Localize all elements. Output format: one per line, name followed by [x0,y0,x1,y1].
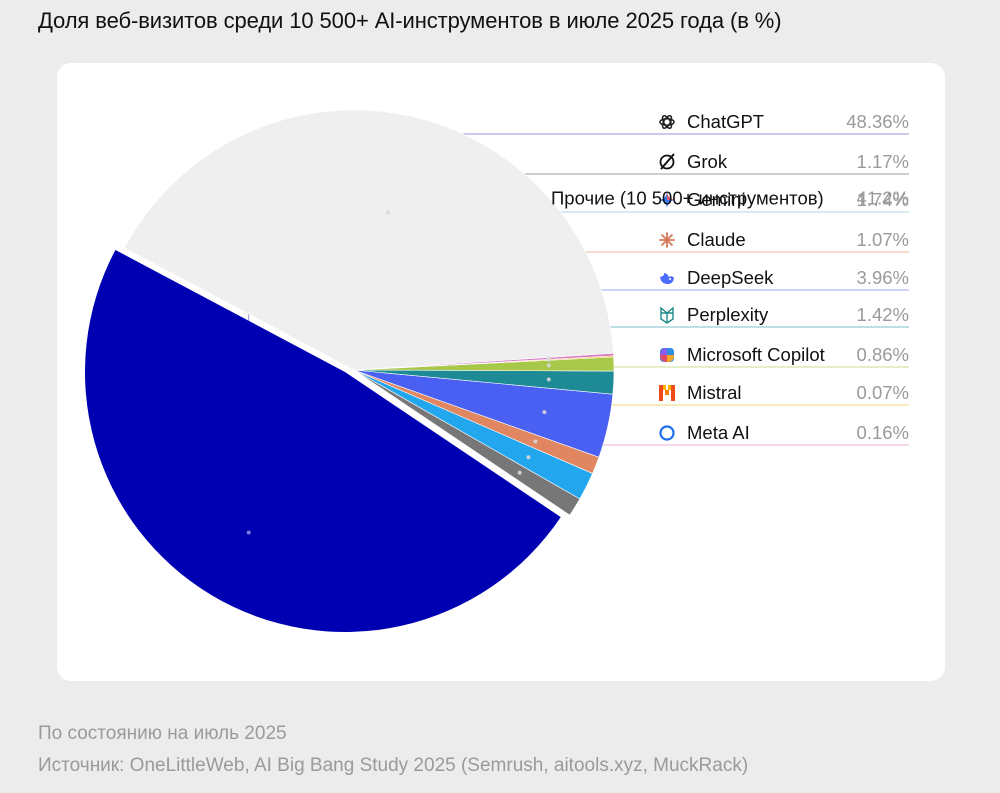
slice-value-10-500: 41.2% [857,187,909,208]
chart-card: ChatGPT 48.36% Grok 1.17% Gemini 1.74% Claude 1… [57,63,945,681]
slice-name-gemini: Gemini [687,189,746,210]
leader-anchor [546,377,551,382]
leader-anchor [546,356,551,361]
mistral-icon [659,385,675,401]
deepseek-icon [660,273,674,284]
slice-name-microsoft-copilot: Microsoft Copilot [687,344,825,365]
slice-value-deepseek: 3.96% [857,267,909,288]
slice-value-claude: 1.07% [857,229,909,250]
leader-anchor [526,455,531,460]
slice-name-meta-ai: Meta AI [687,422,750,443]
slice-value-perplexity: 1.42% [857,304,909,325]
footer: По состоянию на июль 2025 Источник: OneL… [38,718,748,782]
leader-anchor [246,530,251,535]
copilot-icon [660,348,674,362]
chart-title: Доля веб-визитов среди 10 500+ AI-инстру… [38,8,782,33]
slice-value-chatgpt: 48.36% [846,111,909,132]
grok-icon [659,153,675,170]
slice-name-10-500: Прочие (10 500+ инструментов) [551,187,824,208]
slice-value-microsoft-copilot: 0.86% [857,344,909,365]
slice-value-gemini: 1.74% [857,189,909,210]
slice-name-deepseek: DeepSeek [687,267,774,288]
slice-value-grok: 1.17% [857,151,909,172]
slice-name-grok: Grok [687,151,728,172]
date-note: По состоянию на июль 2025 [38,723,287,744]
leader-anchor [517,470,522,475]
slice-value-mistral: 0.07% [857,382,909,403]
slice-name-chatgpt: ChatGPT [687,111,764,132]
chatgpt-icon [659,114,675,130]
slice-name-perplexity: Perplexity [687,304,769,325]
leader-anchor [385,210,390,215]
pie-chart: ChatGPT 48.36% Grok 1.17% Gemini 1.74% Claude 1… [84,109,909,633]
gemini-icon [659,192,675,208]
leader-anchor [533,439,538,444]
slice-name-claude: Claude [687,229,746,250]
slice-value-meta-ai: 0.16% [857,422,909,443]
leader-anchor [542,410,547,415]
meta-ai-icon [659,425,675,441]
pie-slice-10-500 [124,109,614,371]
perplexity-icon [660,306,674,324]
slice-name-mistral: Mistral [687,382,741,403]
leader-anchor [546,363,551,368]
pie-slice-chatgpt [84,249,561,633]
source-note: Источник: OneLittleWeb, AI Big Bang Stud… [38,755,749,776]
claude-icon [659,232,675,248]
